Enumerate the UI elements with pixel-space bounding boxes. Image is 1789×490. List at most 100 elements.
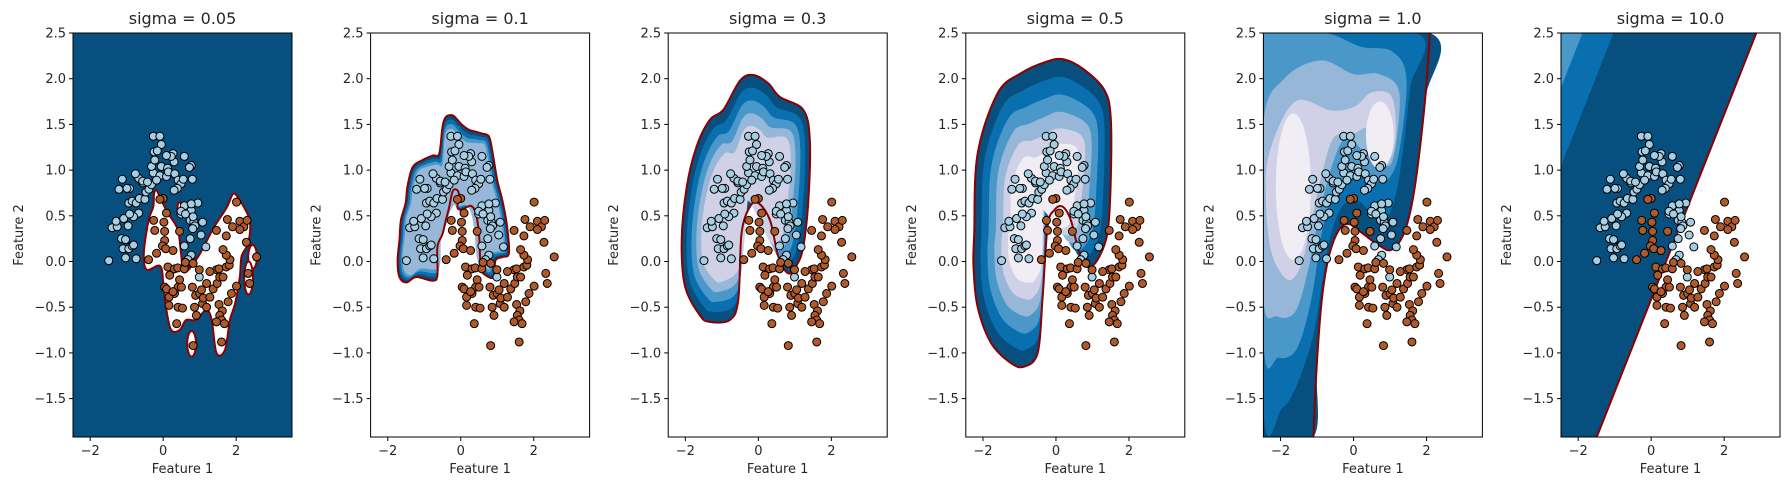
data-point-class-1 — [1378, 282, 1388, 292]
subplot-sigma-0-5: −2 0 2 −1.5 −1.0 −0.5 0.0 0.5 1.0 1.5 2.0 2.5 Featur… — [905, 9, 1186, 477]
x-tick-label: 2 — [1720, 444, 1728, 459]
data-point-class-0 — [125, 209, 135, 219]
data-point-class-0 — [1610, 183, 1620, 193]
data-point-class-0 — [775, 151, 785, 161]
data-point-class-1 — [1414, 297, 1424, 307]
data-point-class-1 — [188, 258, 198, 268]
data-point-class-1 — [228, 222, 238, 232]
data-point-class-0 — [420, 183, 430, 193]
scatter-points — [997, 131, 1154, 351]
data-point-class-1 — [1647, 217, 1657, 227]
data-point-class-0 — [142, 177, 152, 187]
data-point-class-1 — [517, 319, 527, 329]
data-point-class-1 — [1720, 197, 1730, 207]
data-point-class-0 — [1013, 253, 1023, 263]
data-point-class-0 — [1674, 199, 1684, 209]
data-point-class-1 — [1052, 226, 1062, 236]
data-point-class-0 — [747, 175, 757, 185]
data-point-class-0 — [179, 151, 189, 161]
data-point-class-1 — [492, 265, 502, 275]
y-tick-label: 1.0 — [641, 164, 662, 179]
data-point-class-1 — [1089, 285, 1099, 295]
data-point-class-0 — [467, 185, 477, 195]
data-point-class-1 — [219, 319, 229, 329]
scatter-points — [104, 131, 262, 351]
y-tick-label: −1.5 — [1225, 392, 1257, 407]
data-point-class-1 — [149, 215, 159, 225]
data-point-class-1 — [152, 248, 162, 258]
data-point-class-0 — [485, 174, 495, 184]
data-point-class-1 — [1111, 245, 1121, 255]
data-point-class-0 — [1077, 162, 1087, 172]
data-point-class-1 — [516, 245, 526, 255]
data-point-class-1 — [469, 319, 479, 329]
data-point-class-0 — [1378, 224, 1388, 234]
y-tick-label: 2.0 — [45, 72, 66, 87]
data-point-class-1 — [245, 278, 255, 288]
data-point-class-1 — [1678, 302, 1688, 312]
data-point-class-0 — [1024, 254, 1034, 264]
data-point-class-0 — [485, 224, 495, 234]
subplot-title: sigma = 1.0 — [1324, 9, 1421, 28]
data-point-class-1 — [1128, 225, 1138, 235]
data-point-class-0 — [1045, 146, 1055, 156]
data-point-class-0 — [1013, 235, 1023, 245]
axes-frame — [667, 32, 888, 438]
y-tick-label: −1.5 — [332, 392, 364, 407]
data-point-class-0 — [140, 194, 150, 204]
data-point-class-1 — [202, 278, 212, 288]
data-point-class-0 — [486, 212, 496, 222]
data-point-class-1 — [486, 258, 496, 268]
data-point-class-1 — [1114, 231, 1124, 241]
y-tick-label: −0.5 — [927, 301, 959, 316]
data-point-class-0 — [122, 183, 132, 193]
data-point-class-0 — [1378, 212, 1388, 222]
subplot-sigma-0-1: −2 0 2 −1.5 −1.0 −0.5 0.0 0.5 1.0 1.5 2.0 2.5 Featur… — [310, 9, 591, 477]
x-tick-label: 2 — [530, 444, 538, 459]
x-tick-label: 2 — [1422, 444, 1430, 459]
data-point-class-1 — [176, 282, 186, 292]
data-point-class-0 — [161, 150, 171, 160]
data-point-class-0 — [1004, 216, 1014, 226]
contour-region — [1275, 113, 1311, 260]
y-tick-label: 2.5 — [1236, 27, 1257, 42]
data-point-class-1 — [1104, 317, 1114, 327]
data-point-class-1 — [155, 194, 165, 204]
y-tick-label: 1.0 — [1533, 164, 1554, 179]
data-point-class-1 — [1104, 225, 1114, 235]
y-tick-label: 1.5 — [938, 118, 959, 133]
y-tick-label: 1.5 — [641, 118, 662, 133]
data-point-class-1 — [837, 237, 847, 247]
data-point-class-1 — [223, 297, 233, 307]
data-point-class-1 — [1061, 287, 1071, 297]
data-point-class-0 — [1073, 209, 1083, 219]
data-point-class-1 — [744, 215, 754, 225]
data-point-class-1 — [1385, 265, 1395, 275]
data-point-class-1 — [202, 302, 212, 312]
x-tick-label: 0 — [1052, 444, 1060, 459]
data-point-class-1 — [1407, 337, 1417, 347]
data-point-class-0 — [783, 224, 793, 234]
data-point-class-1 — [1395, 292, 1405, 302]
y-tick-label: 1.5 — [1236, 118, 1257, 133]
data-point-class-1 — [514, 337, 524, 347]
data-point-class-1 — [525, 222, 535, 232]
data-point-class-0 — [1023, 169, 1033, 179]
data-point-class-1 — [222, 214, 232, 224]
data-point-class-0 — [196, 230, 206, 240]
data-point-class-1 — [1705, 337, 1715, 347]
data-point-class-1 — [1652, 300, 1662, 310]
data-point-class-1 — [1098, 292, 1108, 302]
data-point-class-0 — [1347, 140, 1357, 150]
data-point-class-0 — [198, 217, 208, 227]
data-point-class-1 — [1115, 214, 1125, 224]
data-point-class-0 — [482, 162, 492, 172]
data-point-class-0 — [1640, 175, 1650, 185]
data-point-class-1 — [1637, 215, 1647, 225]
plot-area — [73, 33, 292, 437]
data-point-class-1 — [813, 272, 823, 282]
data-point-class-1 — [205, 292, 215, 302]
data-point-class-0 — [781, 199, 791, 209]
y-tick-label: −1.0 — [1522, 346, 1554, 361]
data-point-class-1 — [772, 282, 782, 292]
